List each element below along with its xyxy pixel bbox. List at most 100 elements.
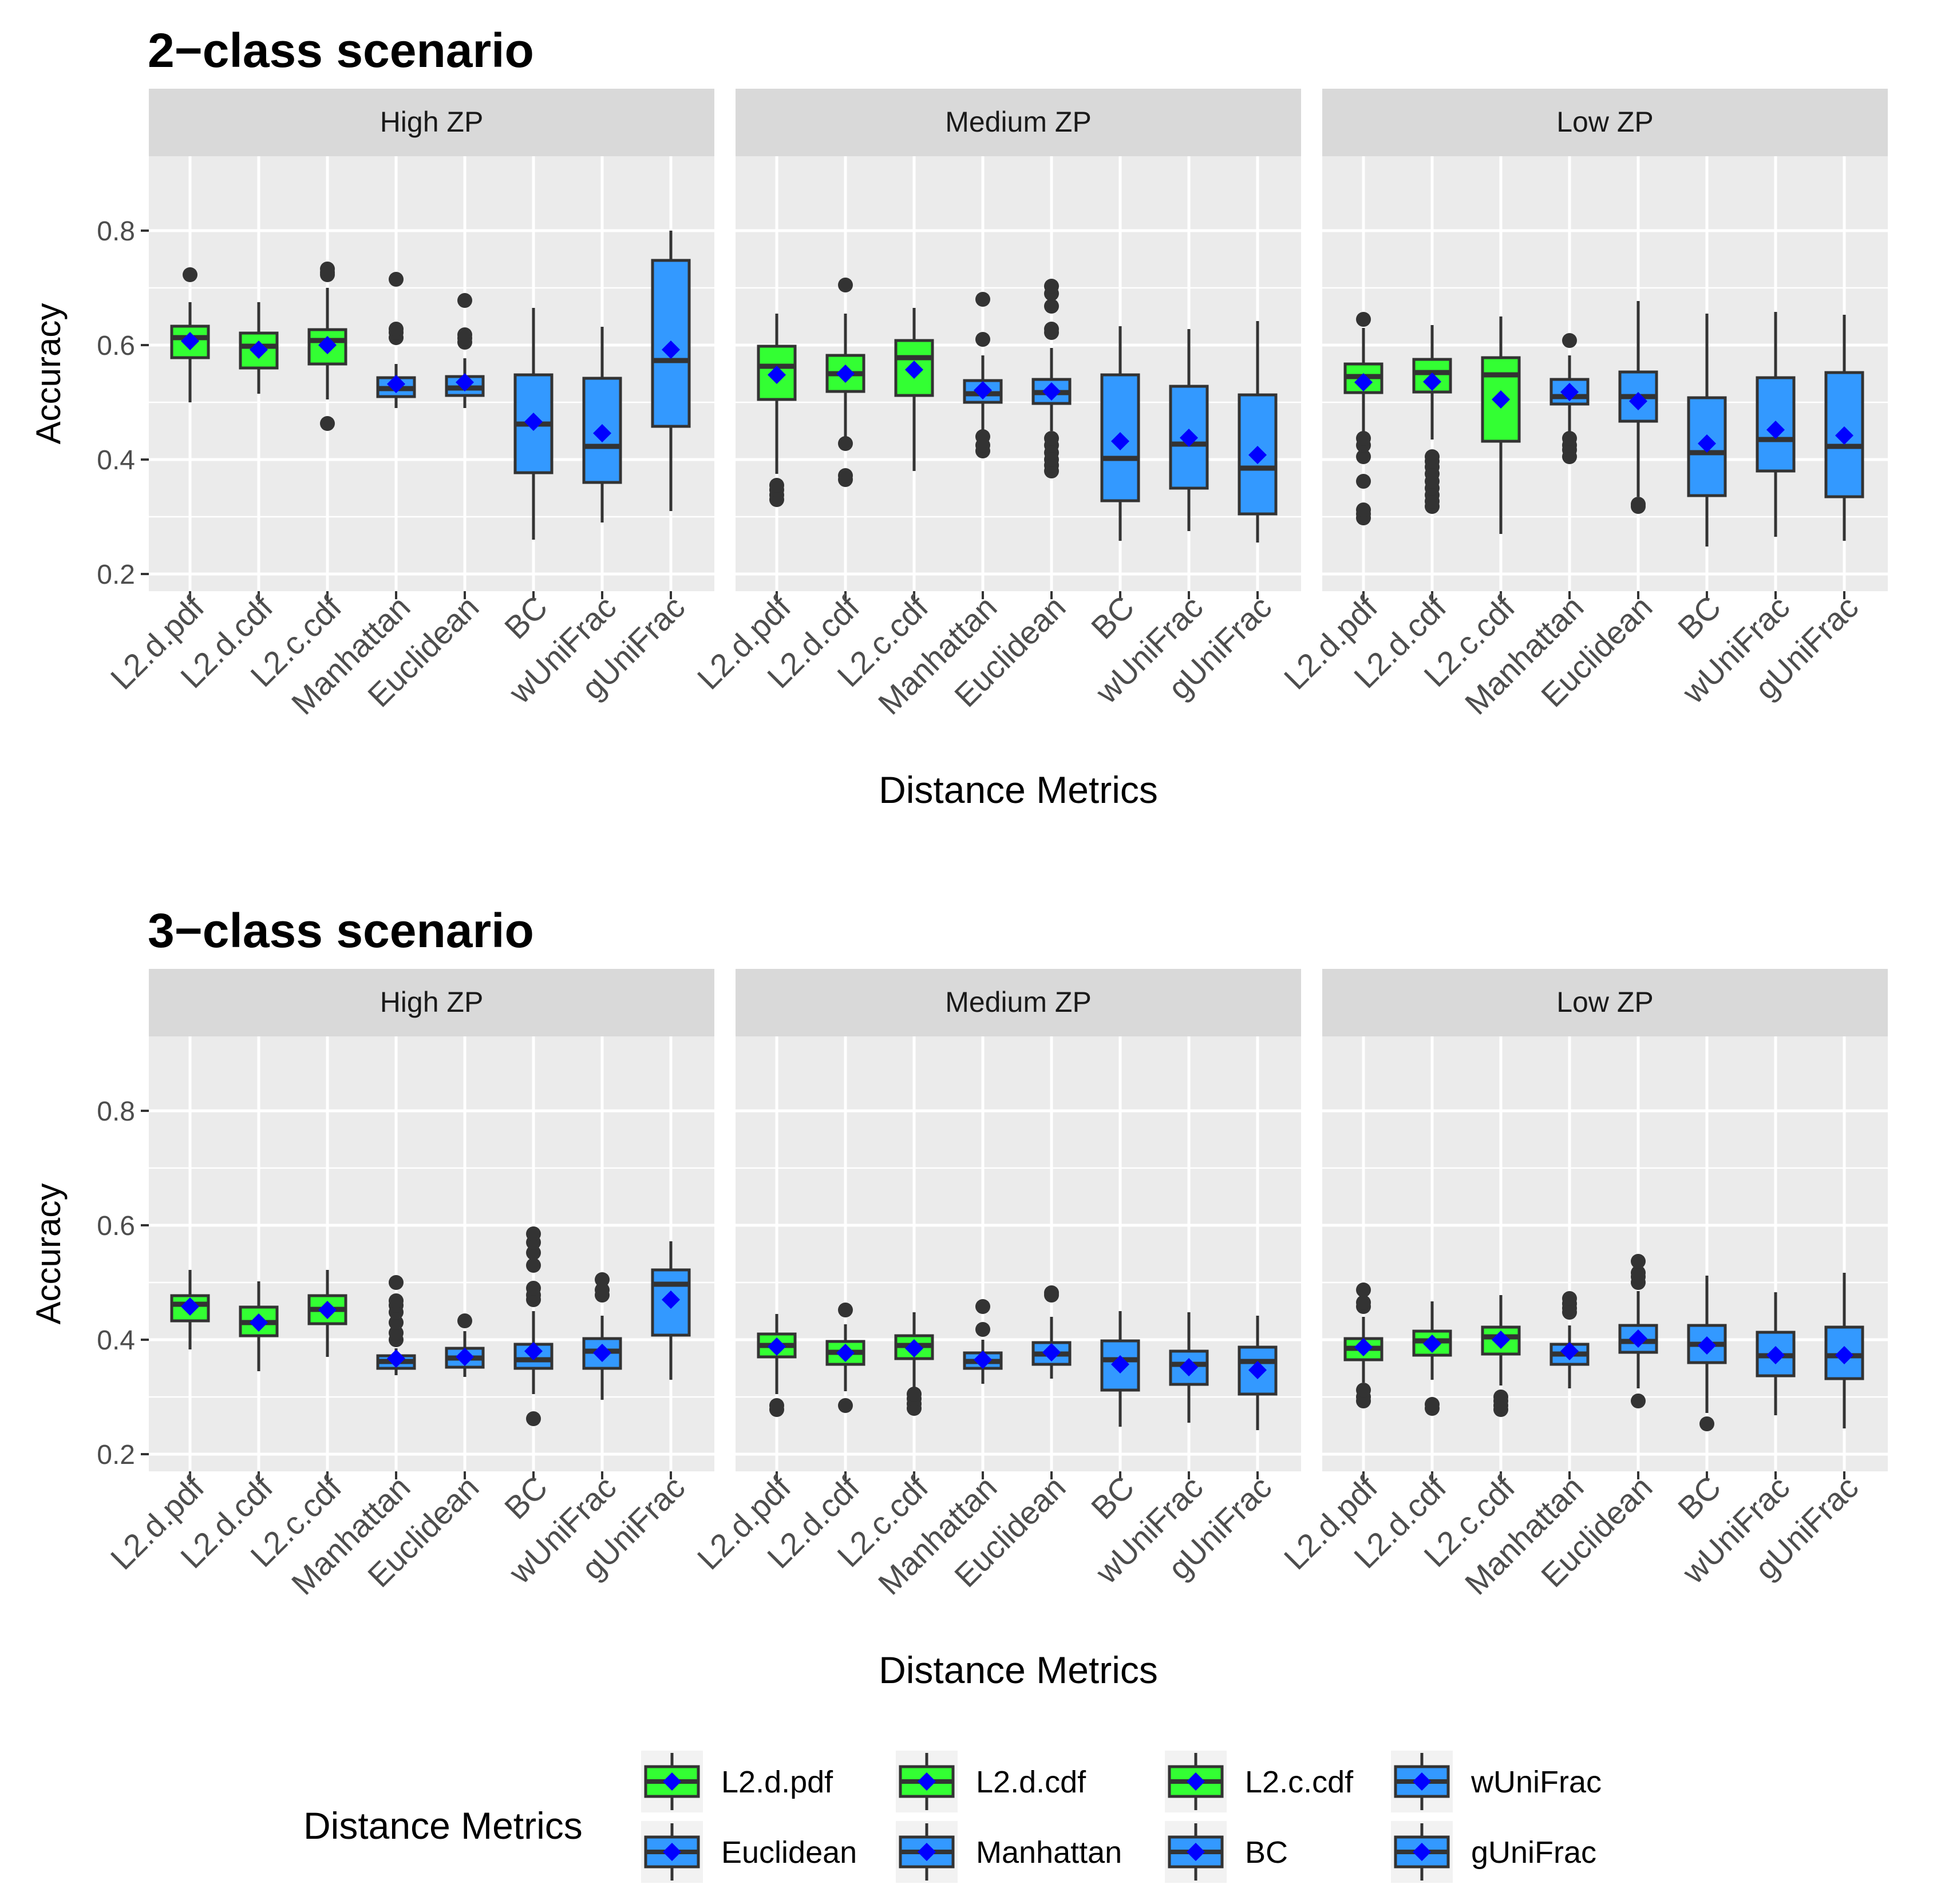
outlier-point xyxy=(320,262,335,276)
legend-title: Distance Metrics xyxy=(303,1804,583,1847)
legend-key-mean-marker xyxy=(663,1843,681,1861)
outlier-point xyxy=(1044,1285,1059,1300)
outlier-point xyxy=(389,1293,404,1308)
mean-marker xyxy=(1629,1329,1647,1348)
mean-marker xyxy=(1766,1346,1785,1364)
mean-marker xyxy=(250,1313,268,1332)
outlier-point xyxy=(1562,1291,1577,1306)
outlier-point xyxy=(526,1226,541,1241)
outlier-point xyxy=(1356,502,1371,517)
mean-marker xyxy=(1248,1361,1267,1379)
outlier-point xyxy=(1044,279,1059,294)
mean-marker xyxy=(1835,426,1853,445)
outlier-point xyxy=(1356,449,1371,464)
outlier-point xyxy=(1356,431,1371,446)
mean-marker xyxy=(1042,382,1061,401)
y-axis: 0.2 0.4 0.6 0.8 xyxy=(97,1097,149,1470)
outlier-point xyxy=(1356,312,1371,327)
mean-marker xyxy=(387,375,405,393)
mean-marker xyxy=(1042,1343,1061,1361)
outlier-point xyxy=(526,1245,541,1260)
facet-panel: Low ZP L2.d.pdfL2.d.cdfL2.c.cdfManhattan… xyxy=(1277,969,1888,1602)
mean-marker xyxy=(1354,1338,1373,1356)
outlier-point xyxy=(526,1258,541,1273)
outlier-point xyxy=(1044,299,1059,314)
outlier-point xyxy=(526,1411,541,1426)
mean-marker xyxy=(524,1342,543,1360)
mean-marker xyxy=(905,361,923,379)
mean-marker xyxy=(593,424,611,442)
chart-title: 2−class scenario xyxy=(148,23,534,77)
legend-label: wUniFrac xyxy=(1470,1765,1602,1799)
outlier-point xyxy=(526,1281,541,1296)
mean-marker xyxy=(1492,1331,1510,1349)
mean-marker xyxy=(318,336,337,354)
mean-marker xyxy=(1629,392,1647,410)
outlier-point xyxy=(389,272,404,287)
outlier-point xyxy=(975,1299,990,1314)
facet-label: High ZP xyxy=(380,106,484,138)
mean-marker xyxy=(1560,383,1579,401)
outlier-point xyxy=(1425,1397,1440,1412)
outlier-point xyxy=(907,1387,922,1402)
outlier-point xyxy=(1631,497,1646,512)
legend-key-mean-marker xyxy=(1187,1843,1205,1861)
legend-label: Euclidean xyxy=(721,1835,857,1870)
mean-marker xyxy=(1354,373,1373,391)
mean-marker xyxy=(1423,1335,1441,1353)
panel-background xyxy=(149,1036,714,1471)
outlier-point xyxy=(975,1322,990,1337)
outlier-point xyxy=(1562,333,1577,348)
legend-label: L2.c.cdf xyxy=(1245,1765,1354,1799)
facet-label: Medium ZP xyxy=(945,106,1092,138)
panel-background xyxy=(149,156,714,591)
outlier-point xyxy=(838,468,853,483)
panel-background xyxy=(736,156,1301,591)
mean-marker xyxy=(318,1301,337,1319)
chart-title: 3−class scenario xyxy=(148,904,534,957)
mean-marker xyxy=(974,1351,992,1369)
panel-background xyxy=(1322,156,1888,591)
mean-marker xyxy=(387,1349,405,1368)
outlier-point xyxy=(1044,322,1059,337)
facet-label: Low ZP xyxy=(1556,986,1654,1018)
panel-background xyxy=(1322,1036,1888,1471)
outlier-point xyxy=(1044,431,1059,446)
outlier-point xyxy=(457,327,472,342)
mean-marker xyxy=(768,1337,786,1356)
legend-key-mean-marker xyxy=(1187,1772,1205,1791)
y-tick-label: 0.8 xyxy=(97,1097,135,1127)
outlier-point xyxy=(838,1303,853,1317)
outlier-point xyxy=(1356,1383,1371,1398)
mean-marker xyxy=(1835,1346,1853,1364)
outlier-point xyxy=(838,1398,853,1413)
outlier-point xyxy=(838,278,853,292)
mean-marker xyxy=(1492,390,1510,409)
outlier-point xyxy=(975,292,990,307)
mean-marker xyxy=(1248,446,1267,464)
mean-marker xyxy=(662,1291,680,1309)
outlier-point xyxy=(1631,1254,1646,1269)
mean-marker xyxy=(768,366,786,384)
outlier-point xyxy=(320,416,335,431)
mean-marker xyxy=(456,373,474,391)
outlier-point xyxy=(595,1282,610,1297)
mean-marker xyxy=(974,381,992,399)
mean-marker xyxy=(456,1348,474,1366)
mean-marker xyxy=(1423,373,1441,391)
legend-key-mean-marker xyxy=(918,1843,936,1861)
mean-marker xyxy=(593,1344,611,1362)
mean-marker xyxy=(524,413,543,431)
legend-label: L2.d.cdf xyxy=(976,1765,1086,1799)
legend-label: Manhattan xyxy=(976,1835,1122,1870)
mean-marker xyxy=(836,1344,855,1362)
outlier-point xyxy=(975,332,990,347)
x-axis-title: Distance Metrics xyxy=(879,1649,1158,1691)
mean-marker xyxy=(1111,1355,1129,1373)
y-tick-label: 0.4 xyxy=(97,445,135,476)
outlier-point xyxy=(457,1313,472,1328)
outlier-point xyxy=(838,436,853,451)
facet-strip xyxy=(149,89,714,156)
